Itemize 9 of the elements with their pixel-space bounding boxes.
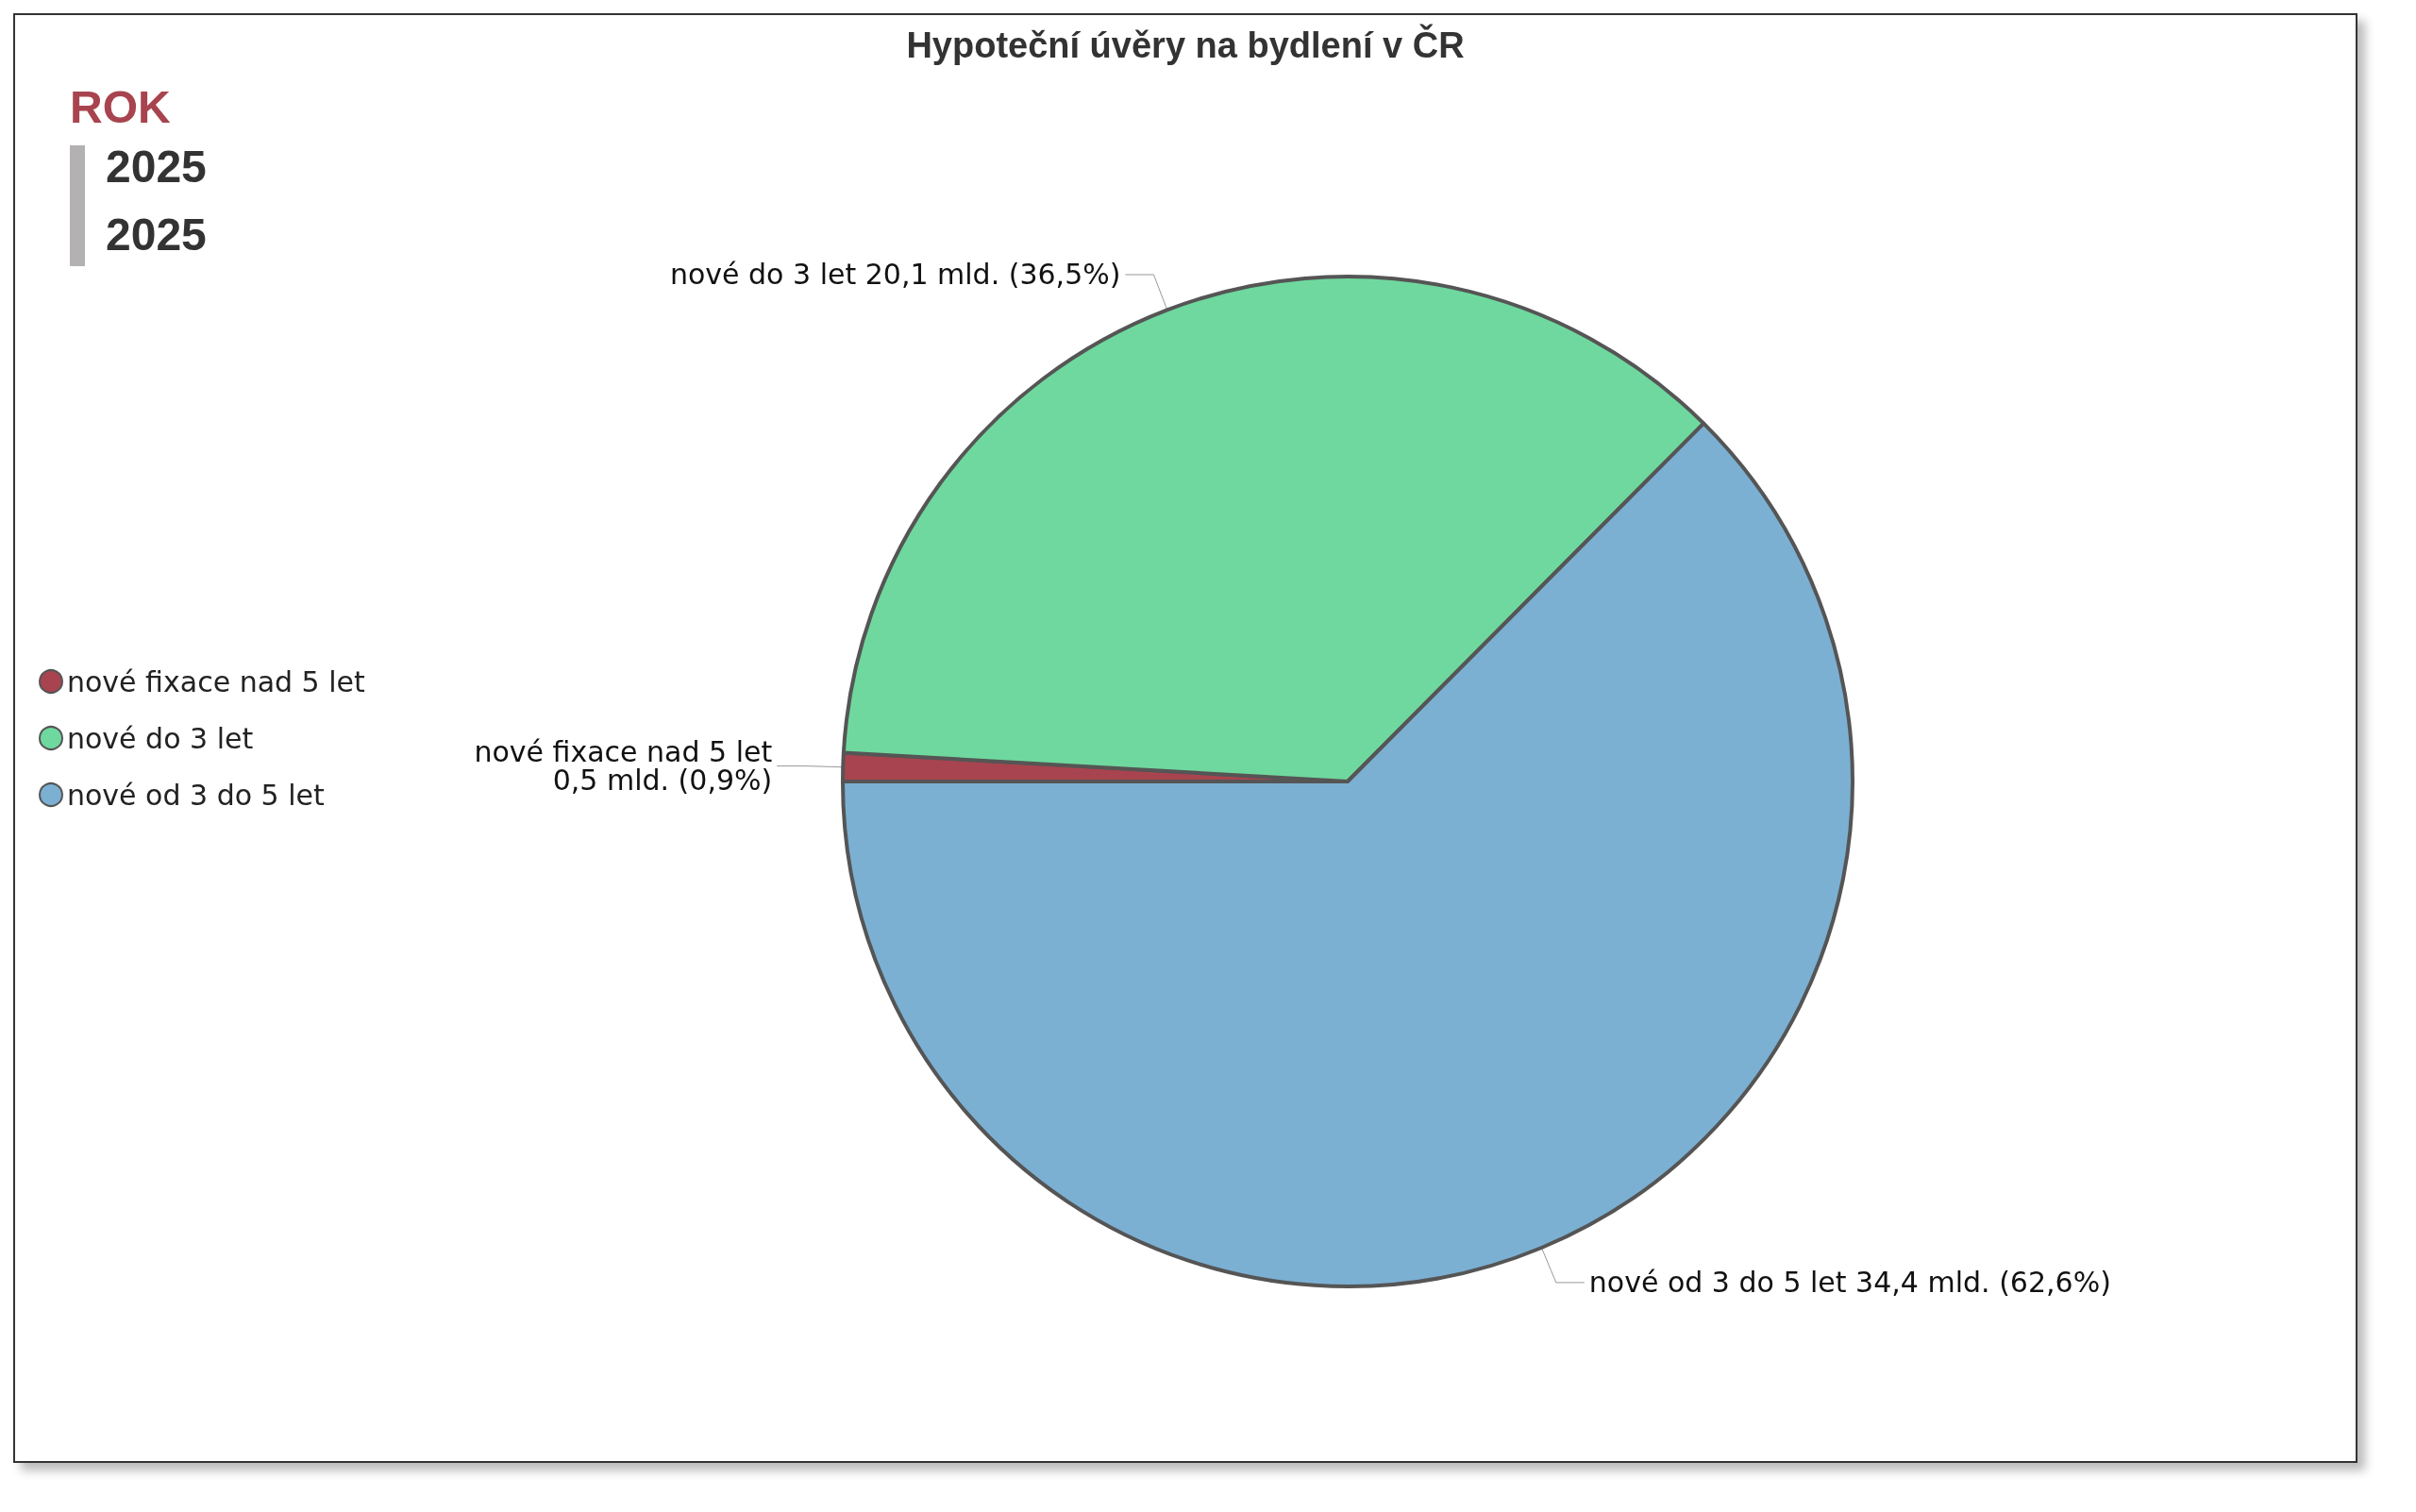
legend-label: nové do 3 let: [67, 721, 254, 755]
chart-title: Hypoteční úvěry na bydlení v ČR: [906, 24, 1465, 65]
category-label: nové od 3 do 5 let 34,4 mld. (62,6%): [1588, 1266, 2111, 1300]
legend-label: nové fixace nad 5 let: [67, 664, 366, 698]
text: 2025: [106, 209, 207, 261]
text: 2025: [106, 141, 207, 193]
text: ROK: [70, 81, 172, 133]
legend-label: nové od 3 do 5 let: [67, 778, 326, 812]
category-label: nové do 3 let 20,1 mld. (36,5%): [669, 258, 1121, 292]
